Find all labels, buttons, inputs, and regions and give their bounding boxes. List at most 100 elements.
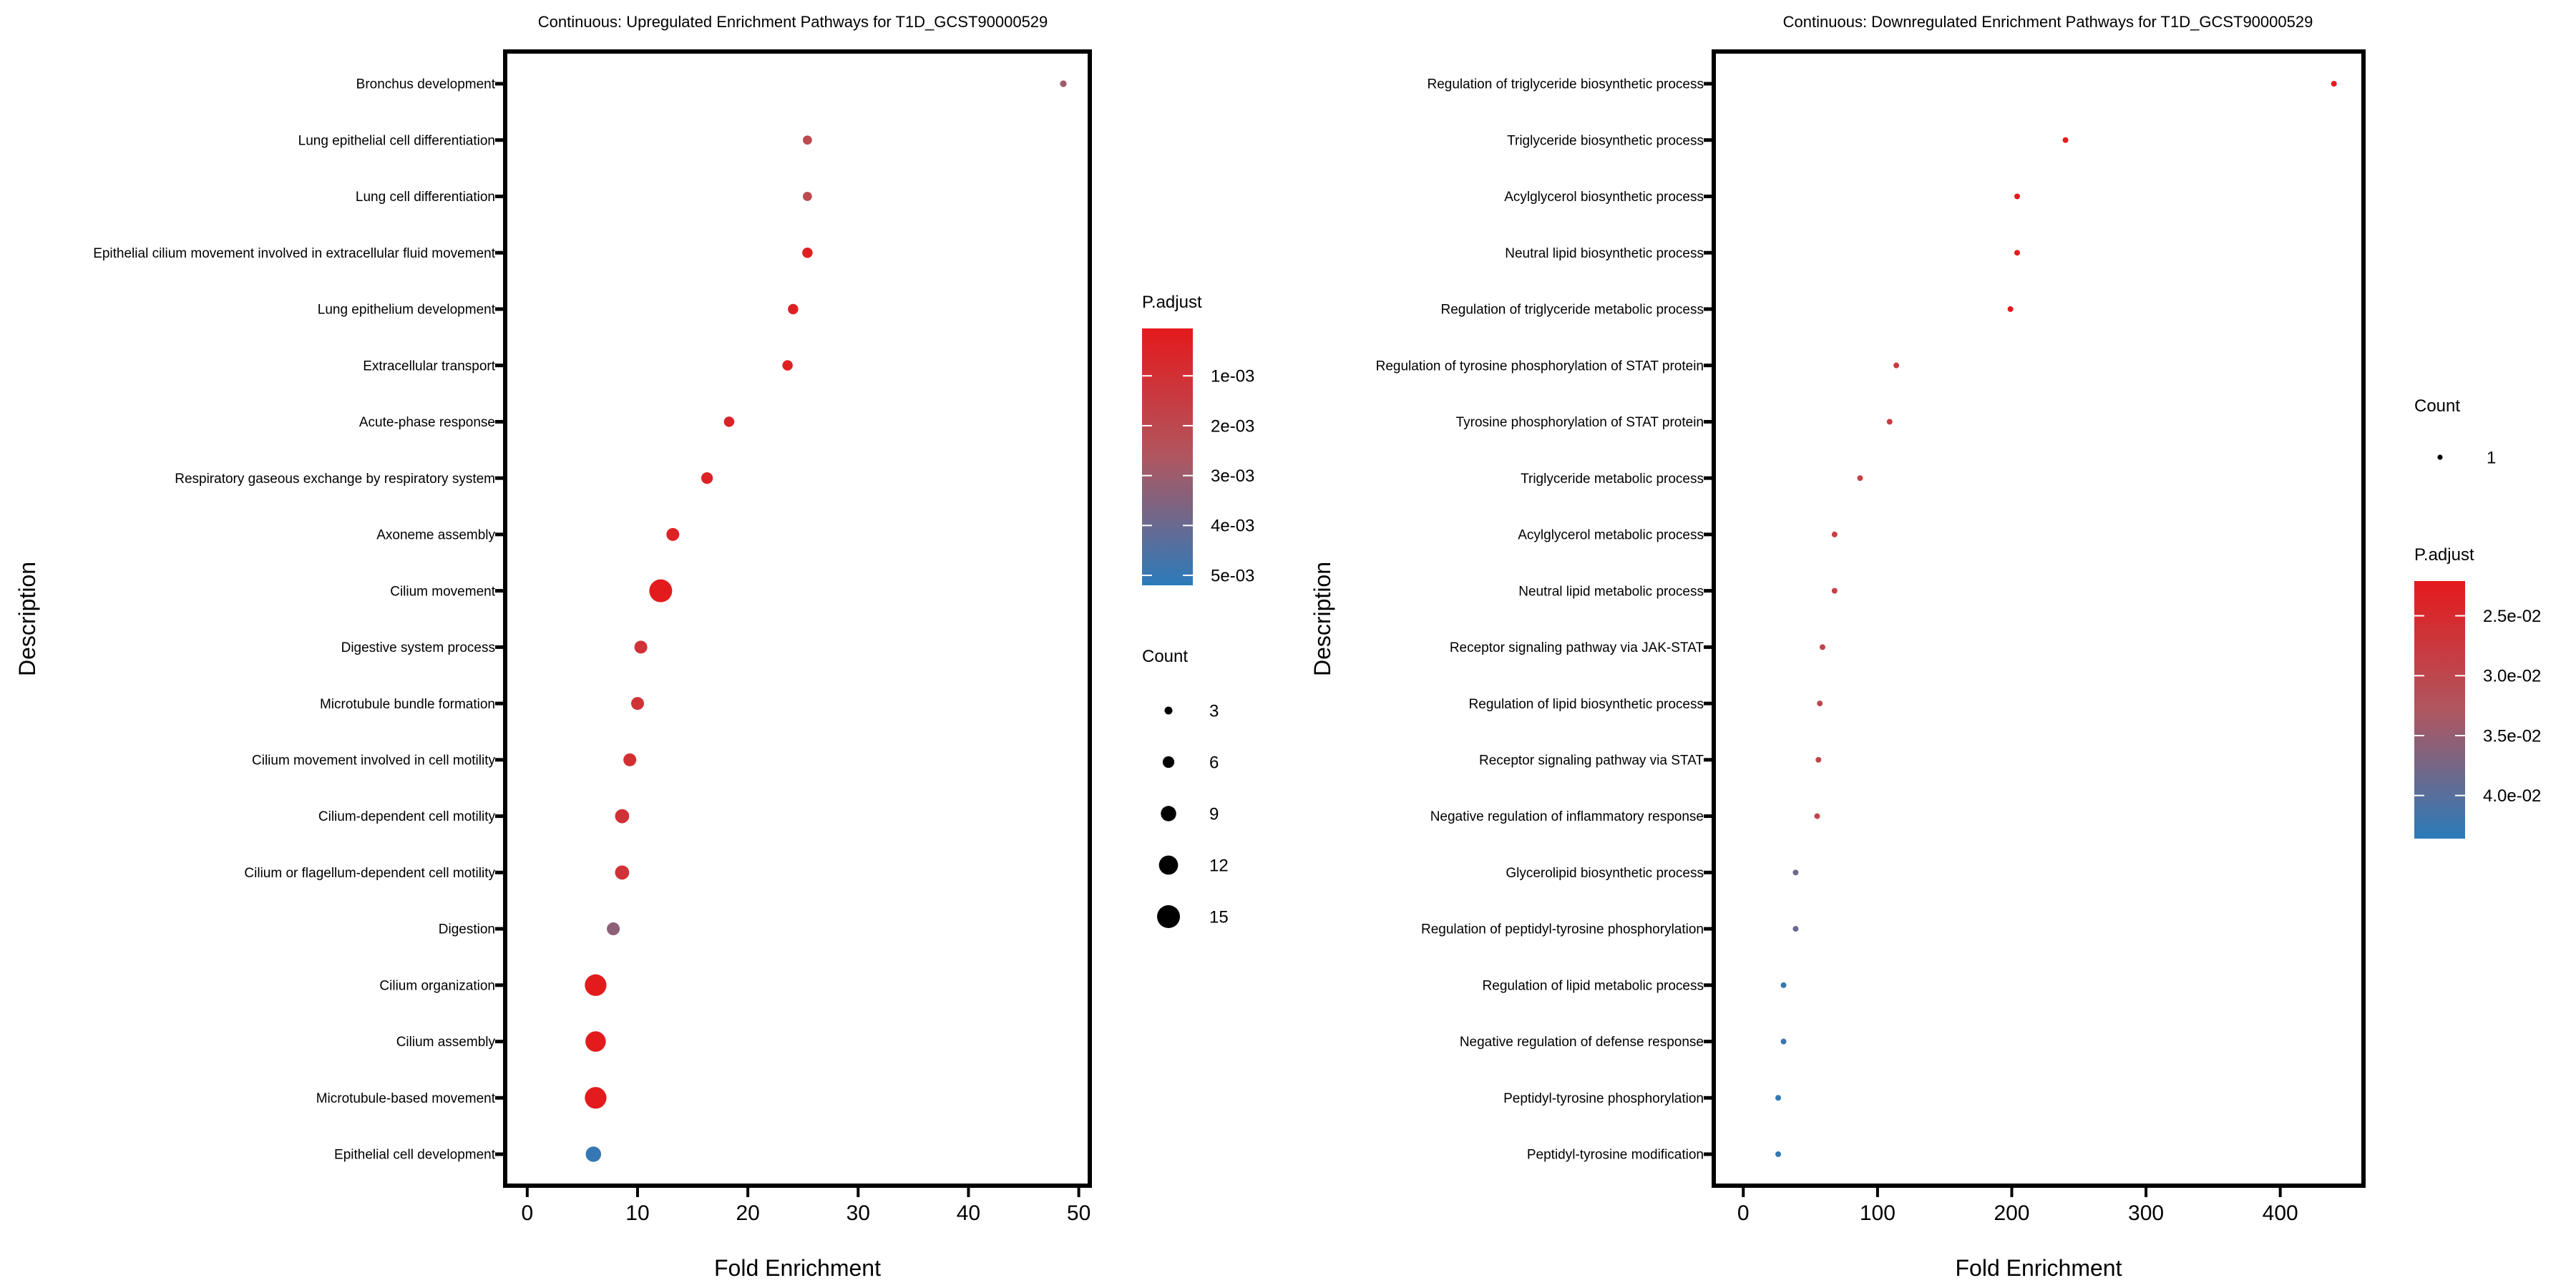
color-bar-tick-label: 2.5e-02 [2483,607,2541,626]
color-bar-tick-label: 4.0e-02 [2483,786,2541,806]
y-tick-label: Neutral lipid metabolic process [1518,584,1704,599]
data-point [1792,926,1799,932]
data-point [1775,1095,1782,1101]
upregulated-chart: Continuous: Upregulated Enrichment Pathw… [14,13,1254,1281]
y-tick-label: Axoneme assembly [376,528,495,543]
y-tick-label: Lung epithelium development [318,303,496,318]
size-legend-label: 9 [1209,804,1219,824]
data-point [1792,869,1799,876]
y-tick-label: Neutral lipid biosynthetic process [1505,246,1704,261]
data-point [701,472,713,484]
data-point [585,1087,607,1109]
y-tick-label: Triglyceride biosynthetic process [1507,133,1704,148]
data-point [802,192,812,201]
y-tick-label: Cilium assembly [396,1035,496,1050]
y-tick-label: Cilium movement [390,584,495,599]
data-point [585,1031,606,1052]
data-point [1780,1038,1787,1045]
y-tick-label: Digestive system process [341,640,495,655]
y-tick-label: Acylglycerol biosynthetic process [1504,190,1704,205]
y-tick-label: Regulation of tyrosine phosphorylation o… [1376,358,1704,374]
data-point [2007,306,2014,312]
y-axis-title: Description [1309,562,1335,676]
downregulated-chart: Continuous: Downregulated Enrichment Pat… [1309,13,2541,1281]
color-bar [2414,581,2465,839]
color-bar-tick-label: 1e-03 [1211,367,1254,386]
data-point [634,640,648,654]
data-point [1831,531,1838,537]
data-point [615,865,630,880]
y-tick-label: Acute-phase response [359,415,495,430]
size-legend-label: 12 [1209,856,1229,875]
y-tick-label: Cilium organization [379,978,495,993]
y-axis-title: Description [14,562,40,676]
y-tick-label: Cilium or flagellum-dependent cell motil… [244,866,495,881]
y-tick-label: Cilium movement involved in cell motilit… [252,753,495,768]
y-tick-label: Negative regulation of defense response [1460,1035,1704,1050]
size-legend-dot [1161,806,1176,821]
x-tick-label: 40 [957,1201,980,1225]
size-legend-dot [1162,756,1175,769]
color-bar-tick-label: 3.0e-02 [2483,667,2541,686]
size-legend-dot [1157,905,1180,928]
y-tick-label: Lung epithelial cell differentiation [298,133,495,148]
data-point [1886,419,1893,425]
color-legend-title: P.adjust [2414,545,2474,565]
data-point [782,360,793,371]
size-legend-dot [2437,454,2443,460]
data-point [2331,81,2337,87]
color-bar [1142,328,1193,585]
y-tick-label: Peptidyl-tyrosine modification [1527,1148,1704,1163]
color-bar-tick-label: 2e-03 [1211,416,1254,436]
data-point [630,697,644,711]
size-legend-label: 6 [1209,753,1219,772]
color-bar-tick-label: 4e-03 [1211,517,1254,536]
chart-title: Continuous: Upregulated Enrichment Pathw… [538,13,1048,31]
y-tick-label: Acylglycerol metabolic process [1518,528,1704,543]
plot-border [1712,49,2366,1188]
size-legend-title: Count [2414,396,2460,416]
data-point [1819,644,1825,650]
y-tick-label: Regulation of triglyceride metabolic pro… [1440,303,1704,318]
x-tick-label: 0 [521,1201,533,1225]
y-tick-label: Cilium-dependent cell motility [318,809,496,824]
x-tick-label: 400 [2263,1201,2298,1225]
data-point [585,974,607,996]
x-axis-title: Fold Enrichment [1956,1255,2122,1281]
data-point [649,579,673,602]
color-legend-title: P.adjust [1142,293,1202,312]
y-tick-label: Triglyceride metabolic process [1521,472,1704,487]
data-point [2014,250,2020,256]
x-tick-label: 0 [1737,1201,1750,1225]
data-point [1817,701,1823,707]
data-point [623,753,637,766]
size-legend-dot [1158,855,1179,875]
color-bar-tick-label: 5e-03 [1211,566,1254,585]
size-legend-title: Count [1142,647,1188,666]
color-bar-tick-label: 3e-03 [1211,467,1254,486]
color-bar-tick-label: 3.5e-02 [2483,726,2541,746]
y-tick-label: Tyrosine phosphorylation of STAT protein [1456,415,1704,430]
data-point [802,135,812,145]
data-point [666,527,680,541]
y-tick-label: Epithelial cell development [334,1148,496,1163]
size-legend-dot [1164,706,1173,715]
y-tick-label: Negative regulation of inflammatory resp… [1430,809,1704,824]
data-point [607,922,620,936]
data-point [788,303,799,315]
y-tick-label: Extracellular transport [363,358,496,374]
x-tick-label: 50 [1067,1201,1091,1225]
data-point [1060,80,1067,87]
data-point [1857,475,1863,482]
x-tick-label: 20 [736,1201,759,1225]
size-legend-label: 15 [1209,907,1229,927]
y-tick-label: Regulation of peptidyl-tyrosine phosphor… [1421,922,1704,937]
y-tick-label: Regulation of lipid biosynthetic process [1469,697,1704,712]
x-tick-label: 200 [1994,1201,2029,1225]
data-point [723,416,735,427]
y-tick-label: Receptor signaling pathway via JAK-STAT [1450,640,1704,655]
data-point [585,1146,602,1162]
data-point [802,247,813,258]
size-legend-label: 3 [1209,701,1219,721]
